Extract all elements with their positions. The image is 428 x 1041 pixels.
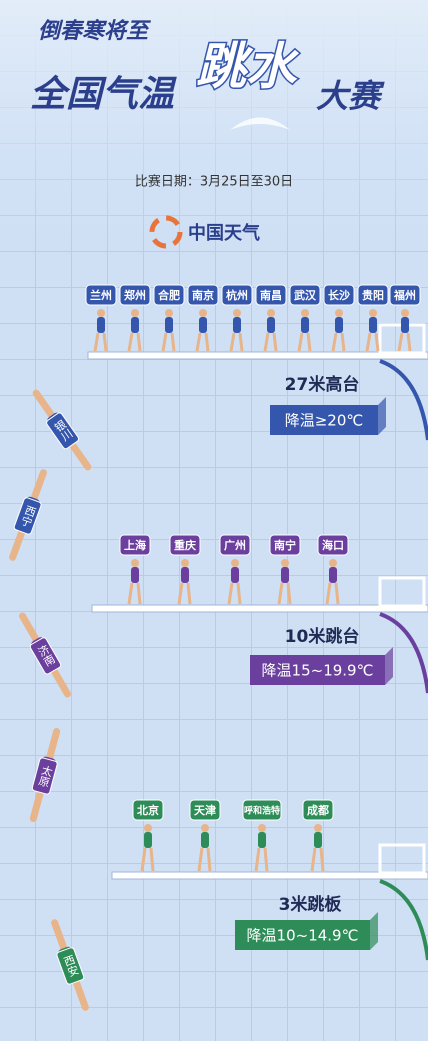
diver-body: [335, 317, 343, 333]
diver-body: [165, 317, 173, 333]
diver-head: [144, 824, 152, 832]
diver-body: [131, 317, 139, 333]
diver-head: [258, 824, 266, 832]
title-highlight: 跳水: [196, 38, 299, 96]
city-label: 南昌: [260, 288, 282, 302]
diver-body: [301, 317, 309, 333]
diver-head: [231, 559, 239, 567]
diver-body: [314, 832, 322, 848]
range-label: 降温15~19.9℃: [262, 662, 374, 680]
city-label: 长沙: [328, 288, 350, 302]
city-label: 广州: [224, 538, 246, 552]
diver-body: [181, 567, 189, 583]
diver-head: [131, 309, 139, 317]
city-label: 合肥: [158, 288, 180, 302]
diver-body: [199, 317, 207, 333]
diver-head: [199, 309, 207, 317]
diver-body: [369, 317, 377, 333]
diver-body: [233, 317, 241, 333]
diver-head: [201, 824, 209, 832]
city-label: 成都: [307, 803, 329, 817]
diver-head: [131, 559, 139, 567]
range-label: 降温≥20℃: [285, 412, 364, 430]
diver-body: [144, 832, 152, 848]
diver-body: [281, 567, 289, 583]
platform-name: 10米跳台: [285, 626, 360, 647]
diver-head: [181, 559, 189, 567]
brand: 中国天气: [188, 222, 260, 244]
diver-head: [301, 309, 309, 317]
city-label: 武汉: [294, 288, 317, 302]
diver-head: [165, 309, 173, 317]
diver-head: [233, 309, 241, 317]
platform: [92, 605, 428, 612]
city-label: 海口: [322, 538, 344, 552]
city-label: 杭州: [226, 288, 248, 302]
platform-name: 27米高台: [285, 374, 360, 395]
diver-head: [335, 309, 343, 317]
diver-body: [131, 567, 139, 583]
city-label: 南京: [192, 288, 214, 302]
date: 比赛日期：3月25日至30日: [135, 174, 293, 190]
platform-name: 3米跳板: [279, 894, 343, 915]
diver-body: [201, 832, 209, 848]
city-label: 福州: [393, 288, 416, 302]
diver-body: [267, 317, 275, 333]
diver-head: [369, 309, 377, 317]
diver-body: [231, 567, 239, 583]
diver-head: [401, 309, 409, 317]
diver-body: [401, 317, 409, 333]
diver-head: [329, 559, 337, 567]
diver-body: [97, 317, 105, 333]
city-label: 北京: [137, 803, 159, 817]
city-label: 重庆: [174, 538, 196, 552]
diver-head: [97, 309, 105, 317]
diver-body: [258, 832, 266, 848]
city-label: 郑州: [124, 288, 146, 302]
diver-head: [267, 309, 275, 317]
city-label: 贵阳: [362, 288, 384, 302]
city-label: 南宁: [274, 538, 296, 552]
platform: [88, 352, 428, 359]
title: 全国气温: [30, 74, 177, 115]
tagline: 倒春寒将至: [38, 18, 152, 44]
diver-head: [314, 824, 322, 832]
city-label: 兰州: [90, 288, 112, 302]
infographic: 倒春寒将至 全国气温 跳水 大赛 比赛日期：3月25日至30日 中国天气 兰州郑…: [0, 0, 428, 1041]
city-label: 天津: [194, 803, 216, 817]
city-label: 上海: [124, 538, 146, 552]
diver-body: [329, 567, 337, 583]
diver-head: [281, 559, 289, 567]
city-label: 呼和浩特: [244, 805, 280, 817]
range-label: 降温10~14.9℃: [247, 927, 359, 945]
title: 大赛: [316, 77, 385, 115]
